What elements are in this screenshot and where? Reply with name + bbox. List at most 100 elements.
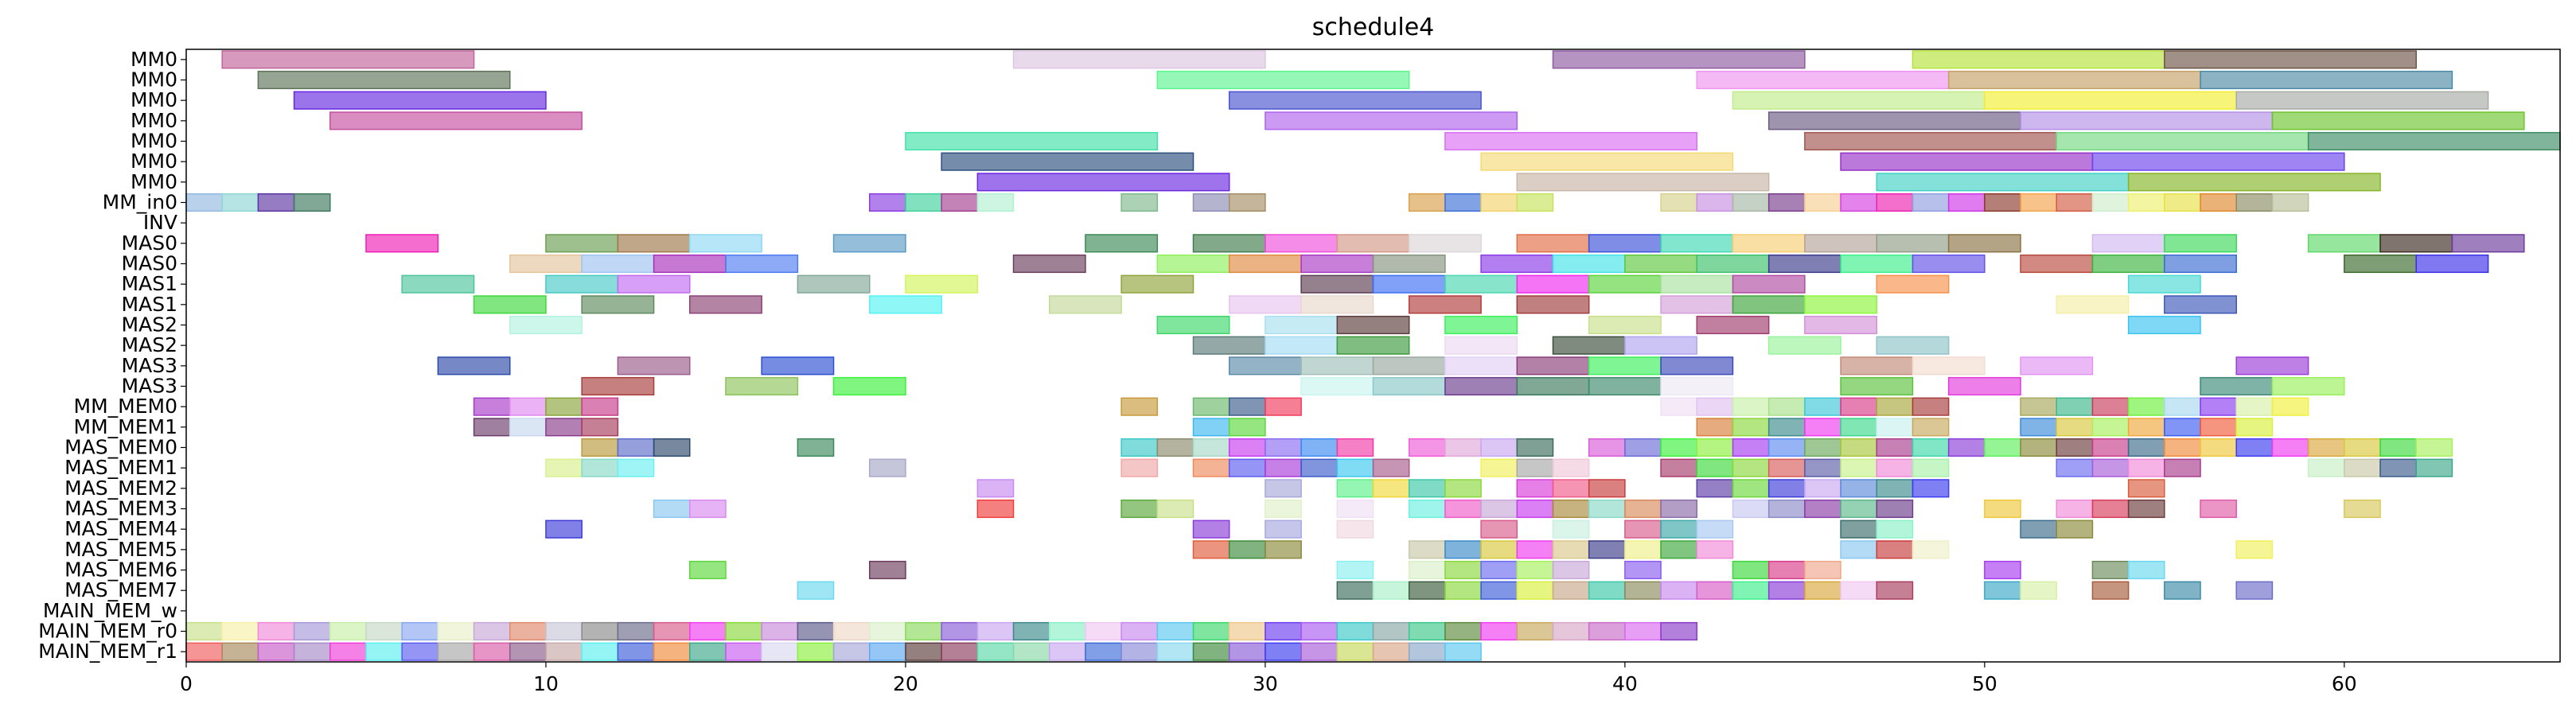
task-bar: [976, 479, 1015, 498]
task-bar: [1767, 499, 1806, 519]
y-tick-label: MAS3: [122, 354, 177, 377]
task-bar: [1552, 519, 1590, 539]
task-bar: [2091, 397, 2130, 416]
task-bar: [1228, 540, 1266, 559]
task-bar: [1624, 581, 1662, 600]
task-bar: [2056, 295, 2130, 314]
task-bar: [1767, 458, 1806, 477]
task-bar: [941, 621, 979, 641]
task-bar: [1696, 540, 1734, 559]
task-bar: [1767, 418, 1806, 437]
task-bar: [1444, 315, 1518, 335]
task-bar: [1156, 499, 1194, 519]
task-bar: [1767, 438, 1806, 457]
task-bar: [1012, 621, 1050, 641]
task-bar: [1516, 193, 1554, 212]
y-tick-label: MM0: [131, 170, 177, 193]
y-tick-label: MAS2: [122, 333, 177, 356]
task-bar: [976, 193, 1015, 212]
task-bar: [1660, 274, 1734, 294]
task-bar: [365, 642, 403, 661]
task-bar: [2164, 581, 2201, 600]
task-bar: [905, 274, 979, 294]
task-bar: [473, 642, 511, 661]
task-bar: [1265, 642, 1302, 661]
task-bar: [1876, 418, 1914, 437]
task-bar: [1588, 315, 1662, 335]
task-bar: [1085, 621, 1122, 641]
task-bar: [1732, 193, 1770, 212]
task-bar: [797, 621, 835, 641]
task-bar: [437, 621, 475, 641]
task-bar: [1408, 234, 1482, 253]
task-bar: [1660, 438, 1698, 457]
y-tick-label: MM0: [131, 48, 177, 71]
task-bar: [1300, 621, 1339, 641]
task-bar: [1265, 540, 1302, 559]
task-bar: [1265, 111, 1518, 130]
task-bar: [221, 193, 259, 212]
task-bar: [617, 274, 691, 294]
task-bar: [2379, 458, 2417, 477]
task-bar: [1480, 519, 1518, 539]
task-bar: [1120, 438, 1159, 457]
task-bar: [2164, 254, 2237, 274]
task-bar: [1696, 519, 1734, 539]
task-bar: [1408, 479, 1446, 498]
task-bar: [1552, 560, 1590, 580]
task-bar: [905, 642, 942, 661]
task-bar: [581, 418, 619, 437]
task-bar: [437, 356, 511, 376]
task-bar: [1444, 621, 1482, 641]
task-bar: [257, 70, 511, 90]
task-bar: [1588, 581, 1626, 600]
task-bar: [1480, 621, 1518, 641]
y-tick-label: MAS_MEM5: [64, 538, 177, 561]
task-bar: [2020, 519, 2057, 539]
task-bar: [293, 621, 331, 641]
task-bar: [1516, 234, 1590, 253]
task-bar: [2235, 438, 2274, 457]
task-bar: [1552, 479, 1590, 498]
task-bar: [401, 621, 439, 641]
task-bar: [1192, 193, 1230, 212]
task-bar: [1840, 193, 1878, 212]
task-bar: [1516, 438, 1554, 457]
task-bar: [2127, 438, 2165, 457]
task-bar: [257, 621, 295, 641]
task-bar: [473, 621, 511, 641]
task-bar: [797, 274, 871, 294]
task-bar: [1840, 254, 1914, 274]
task-bar: [725, 254, 799, 274]
task-bar: [1767, 336, 1841, 355]
task-bar: [185, 193, 223, 212]
task-bar: [1228, 642, 1266, 661]
task-bar: [2056, 193, 2094, 212]
task-bar: [2235, 397, 2274, 416]
x-tick-label: 20: [893, 672, 918, 695]
task-bar: [905, 131, 1159, 151]
task-bar: [1732, 91, 1986, 110]
task-bar: [2091, 581, 2130, 600]
task-bar: [2127, 193, 2165, 212]
task-bar: [1804, 131, 2057, 151]
task-bar: [1552, 499, 1590, 519]
task-bar: [1336, 479, 1374, 498]
task-bar: [1516, 581, 1554, 600]
task-bar: [1732, 499, 1770, 519]
task-bar: [1876, 499, 1914, 519]
task-bar: [1912, 418, 1950, 437]
task-bar: [437, 642, 475, 661]
task-bar: [976, 642, 1015, 661]
task-bar: [473, 418, 511, 437]
x-tick-label: 50: [1972, 672, 1997, 695]
task-bar: [1228, 193, 1266, 212]
task-bar: [617, 234, 691, 253]
task-bar: [1444, 540, 1482, 559]
task-bar: [2056, 418, 2094, 437]
task-bar: [832, 642, 871, 661]
task-bar: [1588, 356, 1662, 376]
y-tick-label: MM_in0: [103, 191, 177, 214]
y-tick-label: MAS_MEM0: [64, 436, 177, 459]
